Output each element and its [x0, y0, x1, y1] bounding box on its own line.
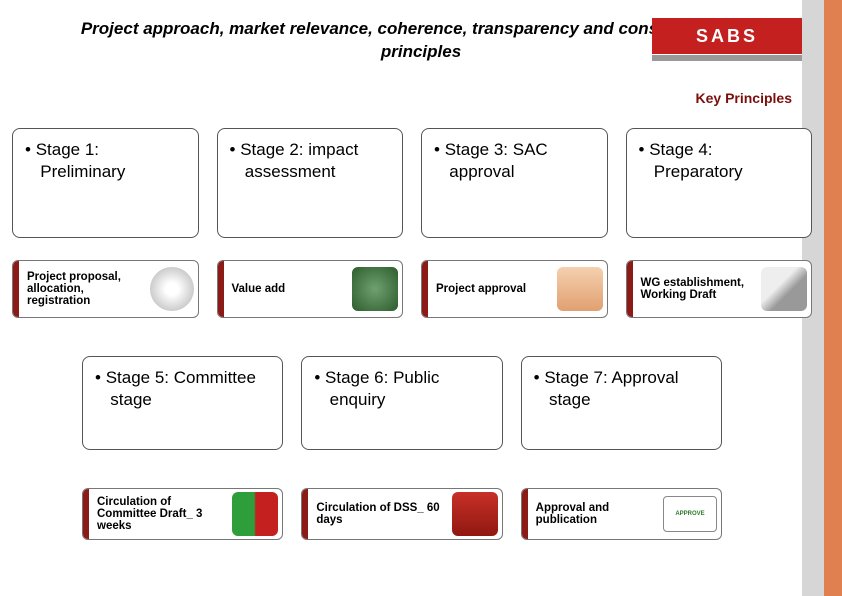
pen-icon [761, 267, 807, 311]
stage-card: Stage 4: Preparatory [626, 128, 813, 238]
stage-subrow-1: Project proposal, allocation, registrati… [12, 260, 812, 318]
hands-icon [557, 267, 603, 311]
key-principles-label: Key Principles [696, 90, 793, 106]
agree-disagree-icon [232, 492, 278, 536]
stage-label: Stage 3: SAC approval [434, 139, 595, 183]
sub-text: Project proposal, allocation, registrati… [19, 267, 150, 311]
sub-card: Project approval [421, 260, 608, 318]
sub-card: Approval and publication [521, 488, 722, 540]
logo: SABS [652, 18, 802, 61]
stage-label: Stage 1: Preliminary [25, 139, 186, 183]
side-stripe-orange [824, 0, 842, 596]
sub-card: Circulation of DSS_ 60 days [301, 488, 502, 540]
sub-text: Circulation of Committee Draft_ 3 weeks [89, 492, 232, 536]
ideas-icon [150, 267, 194, 311]
globe-icon [352, 267, 398, 311]
sub-card: WG establishment, Working Draft [626, 260, 813, 318]
stage-label: Stage 7: Approval stage [534, 367, 709, 411]
sub-card: Value add [217, 260, 404, 318]
stage-label: Stage 5: Committee stage [95, 367, 270, 411]
sub-text: Project approval [428, 279, 557, 299]
stage-card: Stage 6: Public enquiry [301, 356, 502, 450]
stage-label: Stage 2: impact assessment [230, 139, 391, 183]
stage-card: Stage 2: impact assessment [217, 128, 404, 238]
sub-text: WG establishment, Working Draft [633, 273, 762, 305]
stage-card: Stage 1: Preliminary [12, 128, 199, 238]
logo-underline [652, 55, 802, 61]
sub-text: Value add [224, 279, 353, 299]
stage-card: Stage 7: Approval stage [521, 356, 722, 450]
stage-subrow-2: Circulation of Committee Draft_ 3 weeks … [82, 488, 722, 540]
envelope-icon [452, 492, 498, 536]
stage-row-1: Stage 1: Preliminary Stage 2: impact ass… [12, 128, 812, 238]
approve-stamp-icon [663, 496, 717, 532]
stage-row-2: Stage 5: Committee stage Stage 6: Public… [82, 356, 722, 450]
sub-text: Approval and publication [528, 498, 663, 530]
stage-card: Stage 3: SAC approval [421, 128, 608, 238]
stage-label: Stage 4: Preparatory [639, 139, 800, 183]
stage-label: Stage 6: Public enquiry [314, 367, 489, 411]
stage-card: Stage 5: Committee stage [82, 356, 283, 450]
logo-text: SABS [652, 18, 802, 54]
sub-text: Circulation of DSS_ 60 days [308, 498, 451, 530]
sub-card: Circulation of Committee Draft_ 3 weeks [82, 488, 283, 540]
sub-card: Project proposal, allocation, registrati… [12, 260, 199, 318]
